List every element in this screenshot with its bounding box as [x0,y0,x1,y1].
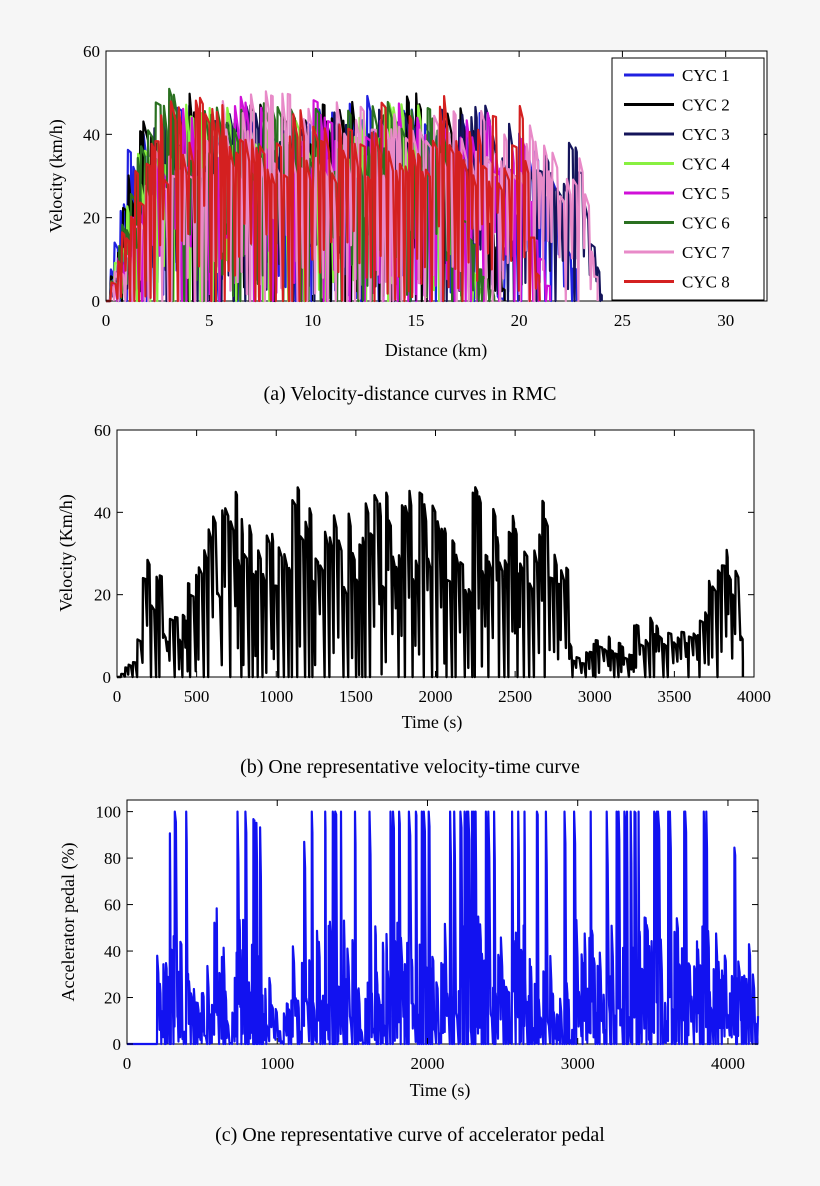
x-tick-label: 3500 [657,687,691,706]
accelerator-pedal-chart: 0 1000 2000 3000 4000 0 20 40 60 80 100 Time (s) A… [58,799,760,1146]
y-tick-label: 20 [83,209,100,228]
caption-b: (b) One representative velocity-time cur… [240,756,580,778]
legend-label: CYC 8 [682,273,730,292]
legend-a: CYC 1 CYC 2 CYC 3 CYC 4 CYC 5 CYC 6 CYC 7 CYC 8 [611,57,765,301]
y-tick-label: 100 [96,803,122,822]
ticks-a: 0 5 10 15 20 25 30 0 20 40 60 [83,42,767,330]
velocity-distance-chart: 0 5 10 15 20 25 30 0 20 40 60 CYC 1 CYC 2 CYC 3 CYC 4… [46,42,768,405]
y-tick-label: 0 [113,1035,122,1054]
x-tick-label: 2000 [419,687,453,706]
legend-label: CYC 3 [682,125,730,144]
x-tick-label: 0 [102,311,111,330]
y-axis-label-b: Velocity (Km/h) [56,494,77,611]
legend-label: CYC 6 [682,214,730,233]
x-tick-label: 0 [113,687,122,706]
x-axis-label-c: Time (s) [410,1080,471,1101]
legend-label: CYC 2 [682,96,730,115]
x-tick-label: 1500 [339,687,373,706]
x-tick-label: 4000 [711,1054,745,1073]
y-axis-label-c: Accelerator pedal (%) [58,843,79,1002]
x-tick-label: 2000 [410,1054,444,1073]
ticks-c: 0 1000 2000 3000 4000 0 20 40 60 80 100 [96,800,758,1073]
y-tick-label: 0 [103,668,112,687]
x-tick-label: 10 [304,311,321,330]
y-tick-label: 40 [83,125,100,144]
series-lines-b [116,486,745,679]
legend-label: CYC 7 [682,243,730,262]
y-tick-label: 40 [94,503,111,522]
y-tick-label: 60 [94,421,111,440]
series-line-accelerator-pedal [127,810,760,1046]
legend-box [611,57,765,301]
x-axis-label-a: Distance (km) [385,340,487,361]
x-tick-label: 3000 [561,1054,595,1073]
x-tick-label: 5 [205,311,214,330]
x-tick-label: 1000 [260,1054,294,1073]
legend-label: CYC 4 [682,155,730,174]
y-tick-label: 60 [83,42,100,61]
y-axis-label-a: Velocity (km/h) [46,119,67,232]
caption-a: (a) Velocity-distance curves in RMC [264,383,557,405]
x-tick-label: 500 [184,687,210,706]
x-tick-label: 30 [717,311,734,330]
x-axis-label-b: Time (s) [402,712,463,733]
x-tick-label: 15 [407,311,424,330]
legend-label: CYC 5 [682,184,730,203]
y-tick-label: 20 [94,586,111,605]
y-tick-label: 20 [104,989,121,1008]
y-tick-label: 60 [104,896,121,915]
series-line-velocity [116,486,745,679]
x-tick-label: 4000 [737,687,771,706]
y-tick-label: 80 [104,849,121,868]
y-tick-label: 40 [104,942,121,961]
ticks-b: 0 500 1000 1500 2000 2500 3000 3500 4000 0 20 40 60 [94,421,771,706]
x-tick-label: 20 [511,311,528,330]
caption-c: (c) One representative curve of accelera… [215,1124,605,1146]
velocity-time-chart: 0 500 1000 1500 2000 2500 3000 3500 40000204060 … [56,421,771,778]
x-tick-label: 25 [614,311,631,330]
x-tick-label: 2500 [498,687,532,706]
x-tick-label: 0 [123,1054,132,1073]
series-line-cyc-8 [105,95,541,303]
series-lines-a [105,87,603,303]
y-tick-label: 0 [92,292,101,311]
x-tick-label: 1000 [259,687,293,706]
x-tick-label: 3000 [578,687,612,706]
series-lines-c [127,810,760,1046]
legend-label: CYC 1 [682,66,730,85]
